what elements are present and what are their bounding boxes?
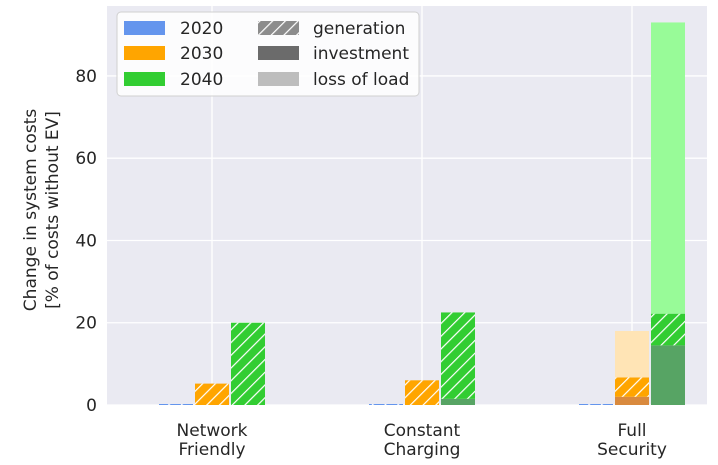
legend-swatch-2020	[124, 21, 165, 35]
y-tick-label-80: 80	[75, 67, 97, 87]
legend: 2020 2030 2040 generation investment loss of …	[116, 11, 420, 97]
bar-2020-generation-hatch-1	[369, 404, 403, 405]
legend-swatch-hatch-generation	[258, 21, 299, 35]
bar-2040-generation-hatch-1	[441, 312, 475, 399]
bar-2040-loss-of-load-2	[651, 22, 685, 314]
y-tick-label-20: 20	[75, 314, 97, 334]
bar-2040-investment-2	[651, 345, 685, 405]
legend-label-generation: generation	[313, 19, 405, 39]
bar-2040-generation-hatch-0	[231, 322, 265, 405]
bar-2030-investment-2	[615, 396, 649, 405]
legend-label-2040: 2040	[180, 70, 223, 90]
legend-swatch-loss-of-load	[258, 72, 299, 86]
x-tick-label-0: Network Friendly	[177, 421, 248, 460]
bars	[159, 22, 685, 405]
y-axis-label: Change in system costs [% of costs witho…	[21, 109, 63, 312]
y-tick-label-0: 0	[86, 396, 97, 416]
legend-label-investment: investment	[313, 44, 409, 64]
bar-2020-generation-hatch-0	[159, 404, 193, 405]
legend-label-loss-of-load: loss of load	[313, 70, 409, 90]
bar-2040-generation-hatch-2	[651, 313, 685, 346]
bar-2030-generation-hatch-2	[615, 377, 649, 397]
bar-2030-generation-hatch-0	[195, 383, 229, 405]
y-axis-label-line2: [% of costs without EV]	[43, 111, 63, 309]
legend-swatch-investment	[258, 46, 299, 60]
x-tick-label-1: Constant Charging	[384, 421, 461, 460]
legend-swatch-2040	[124, 72, 165, 86]
bar-2020-generation-hatch-2	[579, 404, 613, 405]
bar-2030-loss-of-load-2	[615, 330, 649, 378]
legend-label-2030: 2030	[180, 44, 223, 64]
legend-label-2020: 2020	[180, 19, 223, 39]
legend-swatch-2030	[124, 46, 165, 60]
y-tick-label-40: 40	[75, 231, 97, 251]
x-tick-label-2: Full Security	[597, 421, 667, 460]
bar-2030-generation-hatch-1	[405, 380, 439, 405]
bar-2040-investment-1	[441, 398, 475, 405]
y-axis-label-line1: Change in system costs	[21, 109, 41, 312]
y-tick-label-60: 60	[75, 149, 97, 169]
